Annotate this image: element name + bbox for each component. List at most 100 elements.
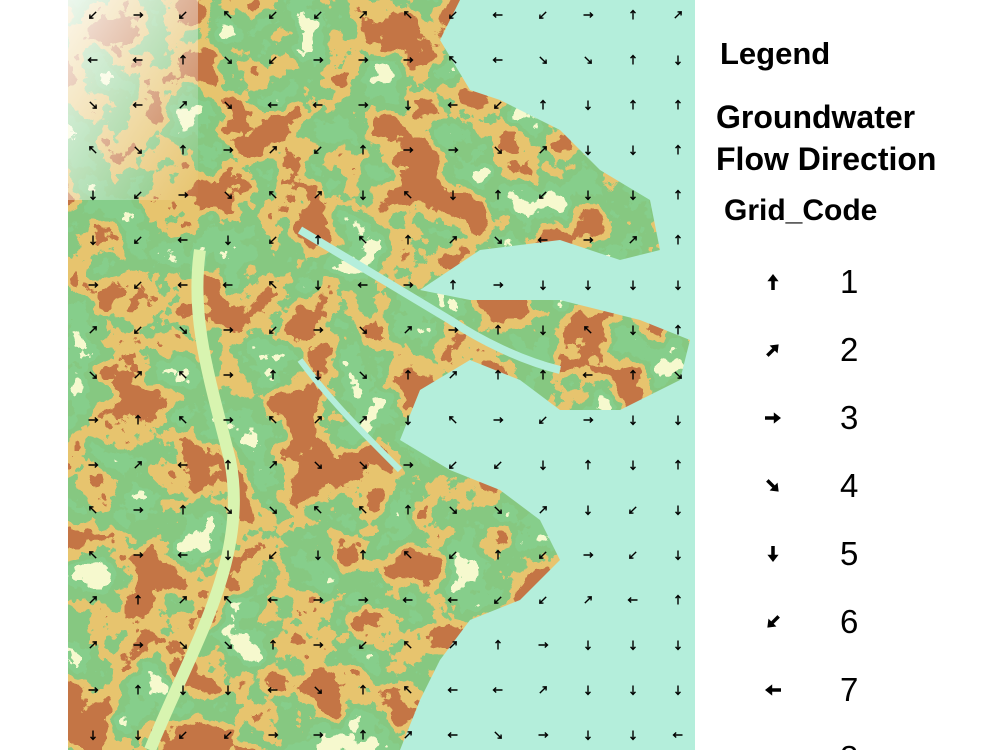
flow-arrow [179, 101, 187, 109]
flow-arrow [630, 145, 636, 156]
flow-arrow [540, 99, 546, 110]
flow-arrow [89, 551, 97, 559]
flow-arrow [313, 327, 324, 333]
flow-arrow [404, 641, 412, 649]
flow-arrow [89, 371, 97, 379]
flow-arrow [495, 549, 501, 560]
flow-arrow [675, 189, 681, 200]
flow-arrow [494, 101, 502, 109]
flow-arrow [494, 146, 502, 154]
flow-arrow [134, 281, 142, 289]
flow-arrow [494, 731, 502, 739]
flow-arrow [585, 459, 591, 470]
flow-arrow [449, 371, 457, 379]
flow-arrow [269, 56, 277, 64]
flow-arrow [225, 459, 231, 470]
flow-arrow [133, 507, 144, 513]
flow-arrow [135, 594, 141, 605]
flow-arrow [134, 371, 142, 379]
flow-arrow [403, 282, 414, 288]
flow-arrow [313, 642, 324, 648]
flow-arrow [225, 550, 231, 561]
flow-arrow [584, 56, 592, 64]
flow-arrow [222, 282, 233, 288]
flow-arrow [90, 235, 96, 246]
flow-arrow [405, 100, 411, 111]
flow-arrow [135, 730, 141, 741]
flow-arrow [180, 144, 186, 155]
flow-arrow [585, 505, 591, 516]
flow-arrow [134, 236, 142, 244]
flow-arrow [225, 685, 231, 696]
flow-arrow [539, 191, 547, 199]
flow-arrow [539, 416, 547, 424]
flow-arrow [540, 369, 546, 380]
flow-arrow [134, 461, 142, 469]
flow-arrow [405, 234, 411, 245]
flow-arrow [133, 552, 144, 558]
flow-arrow [224, 11, 232, 19]
legend-arrow [766, 344, 779, 357]
flow-arrow [224, 641, 232, 649]
flow-arrow [538, 732, 549, 738]
flow-arrow [134, 326, 142, 334]
flow-arrow [584, 596, 592, 604]
flow-arrow [269, 281, 277, 289]
flow-arrow [360, 549, 366, 560]
flow-arrow [675, 685, 681, 696]
flow-arrow [675, 280, 681, 291]
flow-arrow [314, 191, 322, 199]
flow-arrow [675, 594, 681, 605]
flow-arrow [132, 57, 143, 63]
flow-arrow [179, 11, 187, 19]
flow-arrow [135, 684, 141, 695]
flow-arrow [630, 99, 636, 110]
flow-arrow [402, 597, 413, 603]
flow-arrow [360, 684, 366, 695]
flow-arrow [405, 369, 411, 380]
flow-arrow [630, 280, 636, 291]
flow-arrow [180, 504, 186, 515]
flow-arrow [447, 732, 458, 738]
flow-arrow [315, 234, 321, 245]
legend-arrow [765, 684, 781, 696]
flow-arrow [358, 57, 369, 63]
flow-arrow [88, 462, 99, 468]
flow-arrow [177, 552, 188, 558]
flow-arrow [492, 687, 503, 693]
flow-arrow [224, 506, 232, 514]
flow-arrow [450, 279, 456, 290]
flow-arrow [494, 506, 502, 514]
flow-arrow [540, 280, 546, 291]
flow-arrow [88, 282, 99, 288]
flow-arrow [627, 597, 638, 603]
legend-arrow [765, 412, 781, 424]
flow-arrow [403, 57, 414, 63]
legend-item-label: 4 [840, 467, 859, 504]
flow-arrow [269, 11, 277, 19]
flow-arrow [270, 639, 276, 650]
legend-layer: Groundwater Flow Direction [716, 99, 937, 177]
flow-arrow [179, 641, 187, 649]
legend-item-label: 7 [840, 671, 859, 708]
flow-arrow [447, 597, 458, 603]
flow-arrow [675, 415, 681, 426]
flow-arrow [675, 640, 681, 651]
flow-arrow [494, 236, 502, 244]
flow-arrow [449, 11, 457, 19]
flow-arrow [314, 416, 322, 424]
flow-arrow [447, 687, 458, 693]
flow-arrow [359, 641, 367, 649]
flow-arrow [495, 189, 501, 200]
flow-arrow [583, 12, 594, 18]
flow-arrow [312, 102, 323, 108]
flow-arrow [89, 596, 97, 604]
flow-arrow [630, 9, 636, 20]
flow-arrow [403, 147, 414, 153]
flow-arrow [360, 144, 366, 155]
flow-arrow [314, 506, 322, 514]
flow-arrow [675, 324, 681, 335]
flow-arrow [629, 236, 637, 244]
flow-arrow [404, 11, 412, 19]
